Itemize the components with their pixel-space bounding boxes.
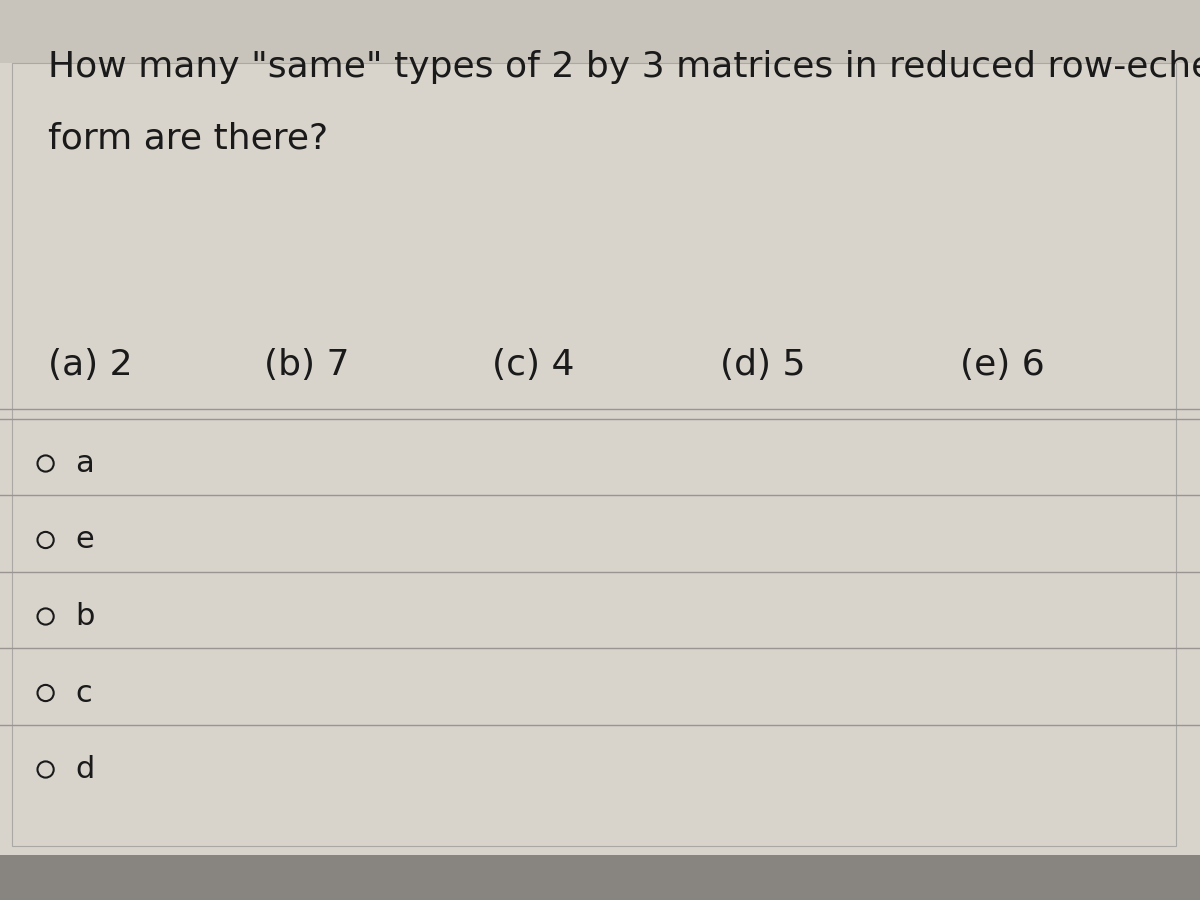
Bar (0, 855, 1200, 900)
Text: (d) 5: (d) 5 (720, 347, 805, 382)
Text: e: e (76, 526, 95, 554)
Text: (a) 2: (a) 2 (48, 347, 133, 382)
Text: How many "same" types of 2 by 3 matrices in reduced row-echelon: How many "same" types of 2 by 3 matrices… (48, 50, 1200, 84)
Text: a: a (76, 449, 95, 478)
Text: b: b (76, 602, 95, 631)
Text: c: c (76, 679, 92, 707)
Text: (b) 7: (b) 7 (264, 347, 349, 382)
Bar (12, 63, 1176, 846)
Text: form are there?: form are there? (48, 122, 328, 156)
Text: (e) 6: (e) 6 (960, 347, 1045, 382)
Bar (0, 63, 1200, 855)
Text: d: d (76, 755, 95, 784)
Text: (c) 4: (c) 4 (492, 347, 575, 382)
